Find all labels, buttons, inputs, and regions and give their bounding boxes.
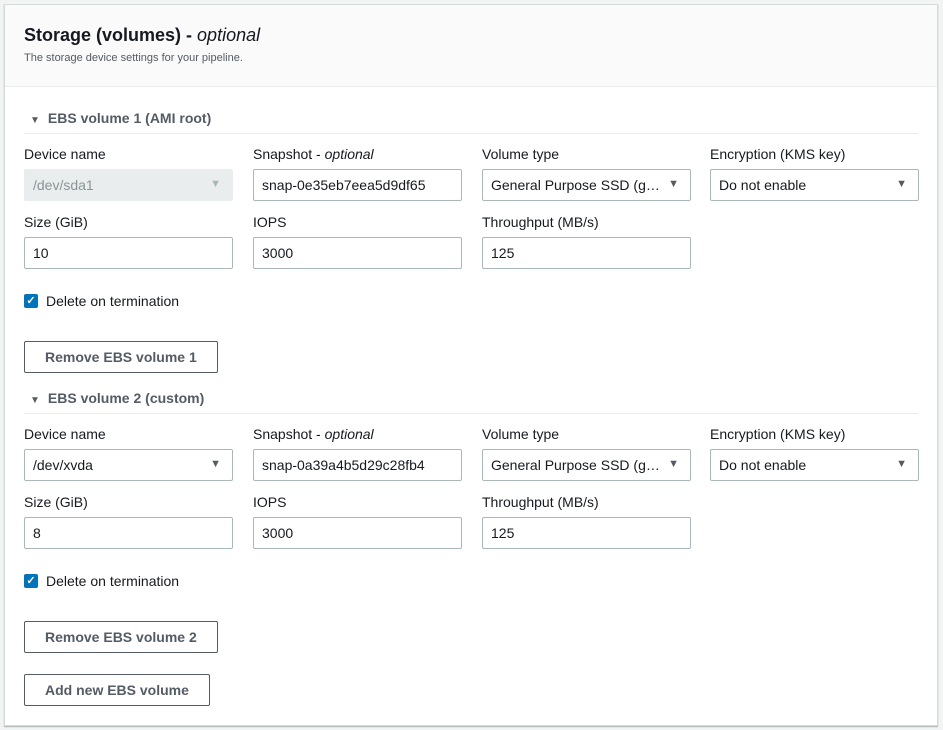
volume-title: EBS volume 2 (custom) [47,390,205,406]
snapshot-label: Snapshot - optional [253,426,374,442]
encryption-select[interactable]: Do not enable ▼ [710,449,919,481]
iops-label: IOPS [253,214,287,230]
iops-input[interactable]: 3000 [253,237,462,269]
snapshot-label-text: Snapshot [253,426,313,442]
device-name-select: /dev/sda1 ▼ [24,169,233,201]
iops-input[interactable]: 3000 [253,517,462,549]
device-name-label: Device name [24,146,106,162]
iops-label: IOPS [253,494,287,510]
device-name-select[interactable]: /dev/xvda ▼ [24,449,233,481]
throughput-label: Throughput (MB/s) [482,214,599,230]
panel-title: Storage (volumes) - optional [24,25,261,45]
throughput-input[interactable]: 125 [482,237,691,269]
size-label: Size (GiB) [24,214,88,230]
ebs-volume-2: ▼ EBS volume 2 (custom) Device name Snaps… [5,385,937,665]
volume-type-select[interactable]: General Purpose SSD (g… ▼ [482,449,691,481]
add-new-ebs-volume-button[interactable]: Add new EBS volume [24,674,210,706]
caret-down-icon: ▼ [30,395,40,406]
size-input[interactable]: 10 [24,237,233,269]
title-suffix: optional [197,25,261,45]
encryption-label: Encryption (KMS key) [710,426,846,442]
check-icon: ✓ [26,295,36,307]
check-icon: ✓ [26,575,36,587]
snapshot-input[interactable]: snap-0a39a4b5d29c28fb4 [253,449,462,481]
device-name-value: /dev/xvda [33,457,93,473]
snapshot-input[interactable]: snap-0e35eb7eea5d9df65 [253,169,462,201]
caret-down-icon: ▼ [896,458,907,470]
optional-label: optional [324,146,374,162]
volume-type-select[interactable]: General Purpose SSD (g… ▼ [482,169,691,201]
divider [24,413,918,414]
throughput-label: Throughput (MB/s) [482,494,599,510]
device-name-label: Device name [24,426,106,442]
delete-on-termination-checkbox[interactable]: ✓ [24,574,38,588]
volume-1-toggle[interactable]: ▼ EBS volume 1 (AMI root) [30,110,211,126]
volume-type-value: General Purpose SSD (g… [491,457,660,473]
device-name-value: /dev/sda1 [33,177,94,193]
optional-label: optional [324,426,374,442]
remove-ebs-volume-2-button[interactable]: Remove EBS volume 2 [24,621,218,653]
encryption-value: Do not enable [719,177,807,193]
panel-description: The storage device settings for your pip… [24,52,243,64]
volume-type-value: General Purpose SSD (g… [491,177,660,193]
snapshot-label: Snapshot - optional [253,146,374,162]
encryption-select[interactable]: Do not enable ▼ [710,169,919,201]
delete-on-termination-checkbox[interactable]: ✓ [24,294,38,308]
caret-down-icon: ▼ [896,178,907,190]
title-text: Storage (volumes) [24,25,182,45]
size-label: Size (GiB) [24,494,88,510]
caret-down-icon: ▼ [210,458,221,470]
remove-ebs-volume-1-button[interactable]: Remove EBS volume 1 [24,341,218,373]
ebs-volume-1: ▼ EBS volume 1 (AMI root) Device name Sna… [5,105,937,385]
delete-on-termination-label[interactable]: Delete on termination [46,293,180,309]
volume-title: EBS volume 1 (AMI root) [47,110,212,126]
throughput-input[interactable]: 125 [482,517,691,549]
caret-down-icon: ▼ [668,178,679,190]
encryption-value: Do not enable [719,457,807,473]
encryption-label: Encryption (KMS key) [710,146,846,162]
panel-header: Storage (volumes) - optional The storage… [5,5,937,87]
volume-type-label: Volume type [482,426,560,442]
caret-down-icon: ▼ [668,458,679,470]
divider [24,133,918,134]
caret-down-icon: ▼ [210,178,221,190]
storage-panel: Storage (volumes) - optional The storage… [4,4,938,726]
volume-2-toggle[interactable]: ▼ EBS volume 2 (custom) [30,390,204,406]
snapshot-label-text: Snapshot [253,146,313,162]
volume-type-label: Volume type [482,146,560,162]
size-input[interactable]: 8 [24,517,233,549]
delete-on-termination-label[interactable]: Delete on termination [46,573,180,589]
caret-down-icon: ▼ [30,115,40,126]
